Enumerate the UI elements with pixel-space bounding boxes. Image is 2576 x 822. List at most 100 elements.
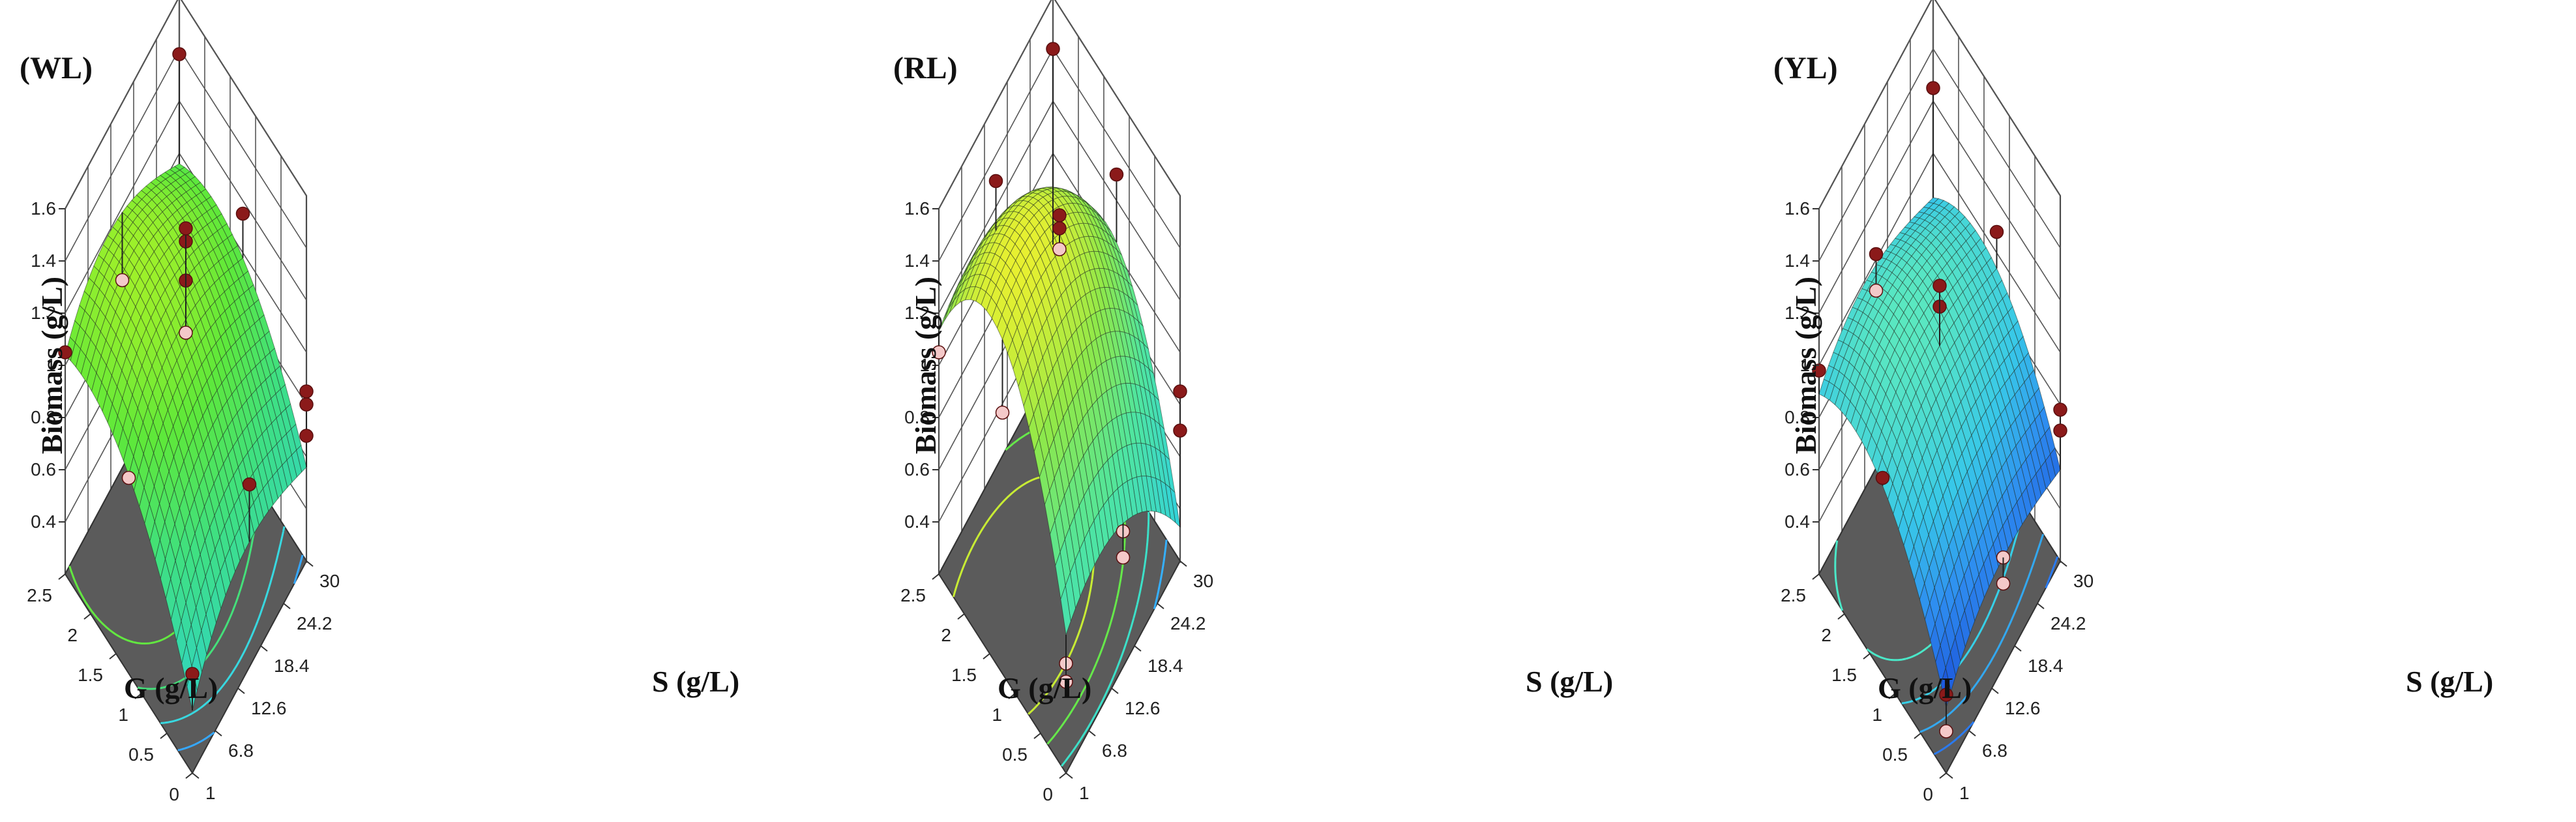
g-tick bbox=[160, 733, 168, 739]
g-axis-title: G (g/L) bbox=[998, 671, 1091, 705]
s-tick-label: 18.4 bbox=[1147, 656, 1183, 676]
design-point bbox=[1996, 576, 2011, 591]
s-tick-label: 12.6 bbox=[2005, 698, 2041, 718]
s-tick bbox=[2060, 560, 2067, 567]
s-tick bbox=[1134, 645, 1142, 652]
chart-panel-rl: 0.40.60.811.21.41.600.511.522.516.812.61… bbox=[893, 0, 1613, 804]
design-point bbox=[235, 206, 250, 221]
g-axis-title: G (g/L) bbox=[1878, 671, 1972, 705]
z-tick-label: 1.4 bbox=[1784, 251, 1810, 271]
g-tick bbox=[1837, 613, 1845, 620]
g-tick bbox=[109, 653, 117, 660]
g-tick bbox=[83, 613, 91, 620]
s-tick bbox=[2037, 603, 2045, 609]
surface-cell bbox=[943, 299, 955, 322]
contour-line bbox=[1933, 556, 2059, 755]
design-point bbox=[932, 345, 946, 359]
design-point bbox=[58, 345, 72, 359]
s-tick bbox=[1088, 730, 1096, 737]
g-tick-label: 0.5 bbox=[1002, 744, 1028, 765]
g-tick-label: 2 bbox=[941, 625, 951, 645]
design-point bbox=[1869, 247, 1884, 262]
s-tick-label: 24.2 bbox=[1170, 613, 1206, 633]
g-tick bbox=[134, 693, 142, 699]
z-tick-label: 1.4 bbox=[904, 251, 930, 271]
design-point bbox=[172, 47, 186, 61]
g-tick-label: 0 bbox=[169, 784, 179, 804]
z-tick-label: 1.2 bbox=[1784, 303, 1810, 323]
s-tick-label: 6.8 bbox=[1102, 740, 1127, 761]
design-point bbox=[1052, 242, 1067, 256]
design-point bbox=[179, 326, 193, 340]
s-tick bbox=[1111, 688, 1119, 694]
s-tick bbox=[1179, 560, 1187, 567]
z-axis-title: Biomass (g/L) bbox=[35, 277, 68, 454]
g-tick bbox=[932, 573, 940, 580]
z-tick-label: 0.6 bbox=[904, 459, 930, 480]
g-tick-label: 1 bbox=[992, 705, 1002, 725]
chart-panel-yl: 0.40.60.811.21.41.600.511.522.516.812.61… bbox=[1773, 0, 2493, 804]
g-tick bbox=[1914, 733, 1921, 739]
g-tick bbox=[1939, 772, 1947, 779]
design-points bbox=[58, 47, 314, 710]
s-tick-label: 18.4 bbox=[2028, 656, 2064, 676]
g-tick bbox=[1008, 693, 1016, 699]
s-tick bbox=[1065, 772, 1073, 779]
g-tick bbox=[1059, 772, 1067, 779]
z-tick-label: 1.6 bbox=[1784, 198, 1810, 219]
contour-line bbox=[160, 526, 286, 725]
z-tick-label: 1.6 bbox=[31, 198, 56, 219]
s-tick bbox=[1946, 772, 1953, 779]
g-tick-label: 0.5 bbox=[128, 744, 154, 765]
s-tick-label: 1 bbox=[1959, 783, 1970, 803]
z-gridline bbox=[1818, 0, 2061, 209]
s-tick bbox=[1991, 688, 1999, 694]
design-point bbox=[1052, 221, 1067, 236]
g-tick bbox=[58, 573, 66, 580]
z-tick-label: 1 bbox=[46, 355, 56, 375]
g-tick bbox=[983, 653, 990, 660]
g-tick-label: 0 bbox=[1043, 784, 1053, 804]
design-point bbox=[1173, 423, 1187, 438]
panel-label: (WL) bbox=[20, 51, 93, 85]
design-point bbox=[988, 174, 1003, 189]
axes: 0.40.60.811.21.41.600.511.522.516.812.61… bbox=[27, 198, 739, 804]
design-point bbox=[185, 667, 200, 681]
s-tick-label: 24.2 bbox=[297, 613, 333, 633]
s-tick-label: 1 bbox=[205, 783, 216, 803]
design-point bbox=[1989, 224, 2004, 239]
z-tick-label: 0.8 bbox=[1784, 407, 1810, 427]
z-tick-label: 0.4 bbox=[31, 511, 56, 532]
z-tick-label: 0.8 bbox=[904, 407, 930, 427]
g-tick-label: 2 bbox=[1821, 625, 1831, 645]
g-tick-label: 1.5 bbox=[951, 665, 977, 685]
z-tick-label: 0.6 bbox=[31, 459, 56, 480]
design-point bbox=[299, 384, 314, 399]
g-tick-label: 1.5 bbox=[1831, 665, 1857, 685]
g-tick-label: 2.5 bbox=[1781, 585, 1806, 605]
g-tick bbox=[1863, 653, 1871, 660]
axes: 0.40.60.811.21.41.600.511.522.516.812.61… bbox=[900, 198, 1613, 804]
g-tick-label: 1.5 bbox=[78, 665, 103, 685]
g-tick-label: 1 bbox=[118, 705, 128, 725]
design-point bbox=[2053, 403, 2067, 417]
response-surface bbox=[1818, 197, 2061, 708]
axes: 0.40.60.811.21.41.600.511.522.516.812.61… bbox=[1781, 198, 2493, 804]
s-tick bbox=[260, 645, 268, 652]
design-point bbox=[2053, 423, 2067, 438]
s-tick bbox=[306, 560, 314, 567]
s-tick-label: 30 bbox=[319, 571, 340, 591]
z-gridline bbox=[65, 0, 307, 209]
s-axis-title: S (g/L) bbox=[652, 665, 739, 698]
design-point bbox=[242, 477, 257, 492]
design-point bbox=[299, 397, 314, 412]
z-tick-label: 1.4 bbox=[31, 251, 56, 271]
g-tick bbox=[1812, 573, 1820, 580]
chart-panel-wl: 0.40.60.811.21.41.600.511.522.516.812.61… bbox=[20, 0, 739, 804]
z-tick-label: 0.6 bbox=[1784, 459, 1810, 480]
design-point bbox=[1875, 470, 1890, 485]
z-tick-label: 1.2 bbox=[31, 303, 56, 323]
design-point bbox=[1939, 688, 1953, 702]
design-point bbox=[115, 273, 130, 288]
